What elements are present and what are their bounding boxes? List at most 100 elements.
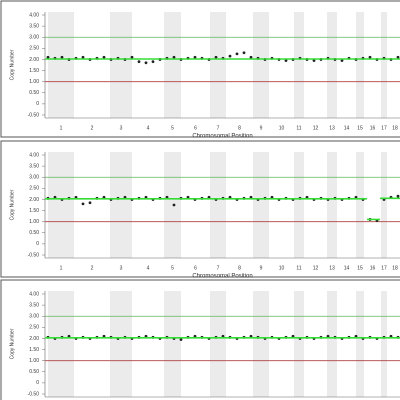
chromosome-label: 10 — [279, 125, 285, 131]
data-point — [389, 334, 393, 338]
chromosome-label: 3 — [120, 265, 123, 271]
chromosome-label: 16 — [370, 265, 376, 271]
chromosome-band — [48, 12, 74, 118]
y-tick-label: 3.00 — [29, 35, 39, 41]
data-point — [354, 195, 358, 199]
chromosome-band — [210, 152, 226, 258]
chromosome-label: 2 — [91, 125, 94, 131]
data-point — [172, 55, 176, 59]
y-tick-label: 3.50 — [29, 163, 39, 169]
y-tick-label: 2.50 — [29, 325, 39, 331]
chromosome-band — [294, 12, 304, 118]
chromosome-band — [327, 291, 337, 397]
chromosome-label: 18 — [392, 125, 398, 131]
data-point — [228, 195, 232, 199]
y-tick-label: 3.50 — [29, 302, 39, 308]
y-tick-label: 1.00 — [29, 358, 39, 364]
y-tick-label: 0 — [36, 380, 39, 386]
data-point — [137, 60, 141, 64]
chromosome-label: 7 — [217, 125, 220, 131]
data-point — [46, 55, 50, 59]
chromosome-label: 5 — [171, 265, 174, 271]
data-point — [354, 334, 358, 338]
chromosome-label: 1 — [60, 125, 63, 131]
y-tick-label: 2.00 — [29, 57, 39, 63]
chromosome-band — [253, 291, 269, 397]
chromosome-label: 1 — [60, 265, 63, 271]
y-tick-label: -0.50 — [28, 391, 40, 397]
chromosome-band — [164, 12, 181, 118]
chromosome-label: 12 — [313, 265, 319, 271]
data-point — [305, 195, 309, 199]
y-tick-label: 0.50 — [29, 90, 39, 96]
data-point — [130, 55, 134, 59]
data-point — [67, 334, 71, 338]
data-point — [179, 338, 183, 341]
data-point — [396, 55, 400, 59]
chromosome-band — [210, 12, 226, 118]
chromosome-label: 15 — [357, 265, 363, 271]
data-point — [53, 195, 57, 199]
data-point — [172, 203, 176, 207]
y-tick-label: 1.50 — [29, 208, 39, 214]
y-tick-label: 4.00 — [29, 12, 39, 18]
data-point — [214, 55, 218, 59]
chromosome-label: 14 — [344, 265, 350, 271]
data-point — [249, 195, 253, 199]
chromosome-band — [356, 12, 364, 118]
chromosome-label: 5 — [171, 125, 174, 131]
chromosome-band — [294, 291, 304, 397]
data-point — [144, 61, 148, 65]
y-tick-label: 4.00 — [29, 291, 39, 297]
y-tick-label: 4.00 — [29, 152, 39, 158]
x-axis-label: Chromosomal Position — [192, 134, 252, 140]
data-point — [368, 55, 372, 59]
y-tick-label: 3.00 — [29, 314, 39, 320]
y-tick-label: -0.50 — [28, 112, 40, 118]
data-point — [165, 195, 169, 199]
data-point — [249, 55, 253, 59]
data-point — [102, 334, 106, 338]
data-point — [242, 51, 246, 55]
data-point — [123, 195, 127, 199]
data-point — [228, 54, 232, 58]
data-point — [249, 334, 253, 338]
data-point — [102, 55, 106, 59]
x-axis-label: Chromosomal Position — [192, 274, 252, 280]
chart-panel: 1 2 3 4 5 6 7 8 9 10 11 12 13 14 15 16 17 184.003.503.002… — [0, 0, 400, 140]
data-point — [151, 60, 155, 64]
data-point — [102, 195, 106, 199]
chromosome-band — [327, 152, 337, 258]
chromosome-band — [110, 12, 132, 118]
y-tick-label: 2.00 — [29, 336, 39, 342]
data-point — [291, 334, 295, 338]
chromosome-band — [381, 152, 387, 258]
y-tick-label: 0.50 — [29, 230, 39, 236]
chromosome-band — [110, 291, 132, 397]
y-tick-label: 1.50 — [29, 347, 39, 353]
y-tick-label: 2.50 — [29, 186, 39, 192]
chart-panel: 4.00 3.50 3.00 2.50 2.00 1.50 1.00 0.50 0 -0.50 Co… — [0, 279, 400, 400]
y-tick-label: 0 — [36, 101, 39, 107]
y-tick-label: 1.00 — [29, 219, 39, 225]
data-point — [60, 55, 64, 59]
y-axis-label: Copy Number — [9, 328, 15, 359]
chromosome-band — [327, 12, 337, 118]
chromosome-band — [210, 291, 226, 397]
chromosome-band — [253, 152, 269, 258]
chromosome-band — [294, 152, 304, 258]
chromosome-label: 14 — [344, 125, 350, 131]
data-point — [81, 202, 85, 206]
chromosome-band — [164, 152, 181, 258]
chromosome-label: 13 — [329, 125, 335, 131]
chromosome-label: 11 — [296, 265, 301, 271]
chromosome-band — [48, 152, 74, 258]
y-axis-label: Copy Number — [9, 49, 15, 80]
data-point — [193, 55, 197, 59]
chromosome-label: 8 — [238, 125, 241, 131]
chromosome-band — [110, 152, 132, 258]
chromosome-band — [164, 291, 181, 397]
chart-panel: 1 2 3 4 5 6 7 8 9 10 11 12 13 14 15 16 17 184.003.503.002… — [0, 140, 400, 280]
data-point — [235, 52, 239, 56]
